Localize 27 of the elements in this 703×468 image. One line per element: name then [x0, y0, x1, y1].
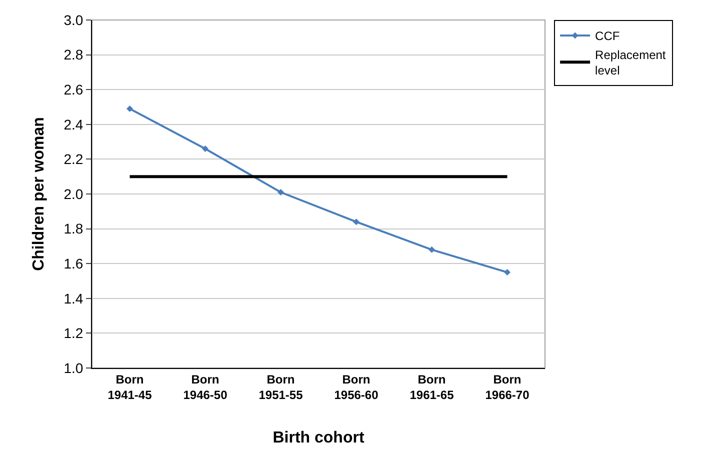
y-tick-label: 1.8	[64, 220, 84, 237]
point	[353, 218, 360, 226]
point	[202, 146, 208, 152]
y-tick-label: 3.0	[64, 12, 84, 28]
y-tick-label: 2.8	[64, 46, 84, 63]
y-tick-label: 1.6	[64, 256, 84, 272]
point	[278, 189, 284, 196]
x-tick-label: Born 1961-65	[410, 372, 454, 402]
x-tick-label: Born 1951-55	[258, 372, 304, 402]
y-tick-label: 2.4	[64, 116, 84, 132]
y-tick-label: 2.0	[64, 186, 84, 202]
x-tick-label: Born 1956-60	[334, 372, 379, 402]
y-tick-label: 2.2	[64, 151, 84, 168]
y-tick-label: 1.2	[64, 325, 84, 342]
point	[504, 269, 510, 276]
y-tick-label: 2.6	[64, 82, 84, 98]
x-tick-label: Born 1941-45	[108, 372, 152, 402]
y-tick-label: 1.0	[64, 360, 84, 376]
legend-label: Replacement level	[595, 48, 666, 78]
x-axis-title: Birth cohort	[272, 430, 365, 447]
y-axis-title: Children per woman	[30, 117, 48, 271]
point	[428, 246, 435, 253]
x-tick-label: Born 1946-50	[183, 372, 228, 402]
legend-label: CCF	[595, 29, 620, 44]
point	[126, 105, 133, 112]
x-tick-label: Born 1966-70	[485, 372, 530, 402]
y-tick-label: 1.4	[64, 290, 84, 306]
